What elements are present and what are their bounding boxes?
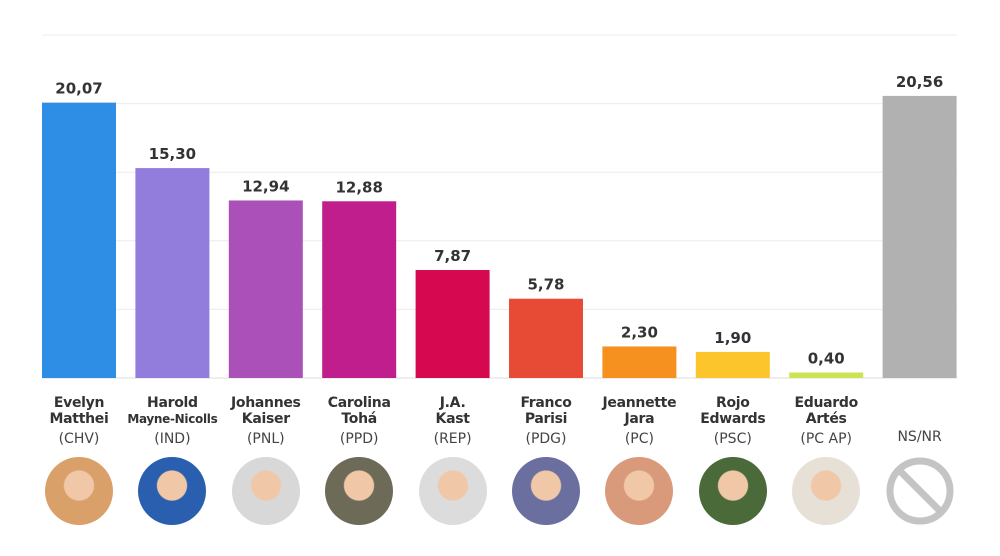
data-label: 20,07 (55, 80, 102, 98)
data-label: 7,87 (434, 247, 471, 265)
bar (135, 168, 210, 378)
party-label: (PC) (624, 431, 654, 447)
data-label: 15,30 (149, 145, 196, 163)
candidate-first-name: Carolina (327, 395, 391, 411)
category-label: NS/NR (865, 425, 975, 447)
party-label: (IND) (154, 431, 191, 447)
data-label: 5,78 (527, 276, 564, 294)
category-label: Jeannette Jara (PC) (584, 395, 694, 449)
category-label: Harold Mayne-Nicolls (IND) (117, 395, 227, 449)
party-label: (PC AP) (800, 431, 852, 447)
candidate-last-name: Kaiser (241, 411, 290, 427)
candidate-last-name: Tohá (341, 411, 377, 427)
candidate-first-name: Jeannette (602, 395, 677, 411)
bar (882, 95, 957, 378)
party-label: (REP) (433, 431, 472, 447)
category-label: Johannes Kaiser (PNL) (211, 395, 321, 449)
candidate-last-name: Artés (805, 411, 847, 427)
candidate-photo (512, 457, 580, 525)
candidate-first-name: Evelyn (53, 395, 105, 411)
candidate-first-name: Johannes (230, 395, 301, 411)
party-label: (CHV) (58, 431, 100, 447)
candidate-photo (138, 457, 207, 525)
party-label: (PPD) (339, 431, 379, 447)
candidate-photo (792, 457, 861, 525)
candidate-photo (605, 457, 674, 525)
candidate-photo (231, 457, 300, 525)
candidate-last-name: Mayne-Nicolls (127, 412, 218, 426)
candidate-last-name: Kast (435, 411, 470, 427)
party-label: NS/NR (897, 429, 942, 445)
category-label: Rojo Edwards (PSC) (678, 395, 788, 449)
candidate-first-name: Eduardo (794, 395, 858, 411)
bar (322, 201, 397, 378)
candidate-first-name: Franco (520, 395, 572, 411)
candidate-first-name: J.A. (439, 395, 466, 411)
candidate-last-name: Edwards (700, 411, 766, 427)
data-label: 12,94 (242, 177, 289, 195)
category-label: Evelyn Matthei (CHV) (24, 395, 134, 449)
bar (509, 298, 583, 378)
bar (415, 270, 490, 378)
candidate-photo (325, 457, 394, 525)
bar (42, 102, 116, 379)
data-label: 2,30 (621, 323, 658, 341)
data-label: 0,40 (808, 350, 845, 368)
candidate-last-name: Jara (624, 411, 655, 427)
category-label: Carolina Tohá (PPD) (304, 395, 414, 449)
data-label: 20,56 (896, 73, 943, 91)
candidate-photo (698, 457, 767, 525)
candidate-first-name: Harold (147, 395, 198, 411)
bar (602, 346, 677, 378)
category-label: Franco Parisi (PDG) (491, 395, 601, 449)
candidate-photo (45, 457, 113, 525)
data-label: 12,88 (335, 178, 382, 196)
party-label: (PDG) (525, 431, 567, 447)
candidate-last-name: Matthei (49, 411, 109, 427)
bar (228, 200, 303, 378)
category-label: Eduardo Artés (PC AP) (771, 395, 881, 449)
party-label: (PSC) (713, 431, 752, 447)
no-answer-icon (886, 457, 954, 525)
candidate-first-name: Rojo (715, 395, 750, 411)
party-label: (PNL) (246, 431, 285, 447)
candidate-photo (418, 457, 487, 525)
candidate-last-name: Parisi (524, 411, 568, 427)
bar (695, 351, 770, 378)
bar (789, 372, 864, 378)
data-label: 1,90 (714, 329, 751, 347)
category-label: J.A. Kast (REP) (398, 395, 508, 449)
